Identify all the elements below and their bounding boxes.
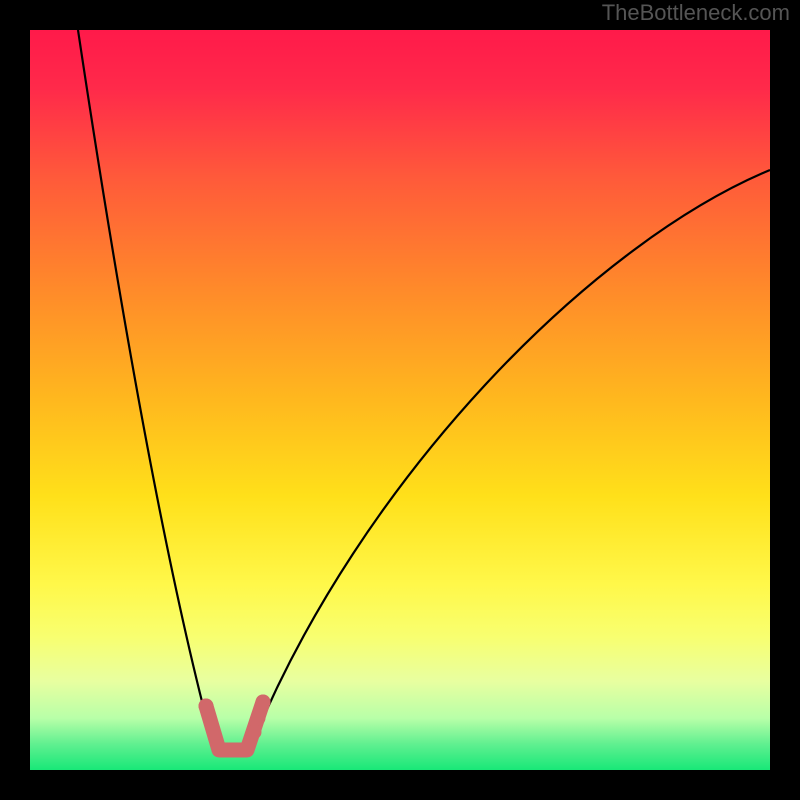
valley-highlight-dot xyxy=(247,725,262,740)
watermark-text: TheBottleneck.com xyxy=(602,0,790,26)
gradient-fill xyxy=(30,30,770,770)
valley-highlight-dot xyxy=(251,711,266,726)
plot-area xyxy=(30,30,770,770)
bottleneck-chart xyxy=(0,0,800,800)
valley-highlight-dot xyxy=(199,699,214,714)
stage: TheBottleneck.com xyxy=(0,0,800,800)
valley-highlight-dot xyxy=(256,695,271,710)
